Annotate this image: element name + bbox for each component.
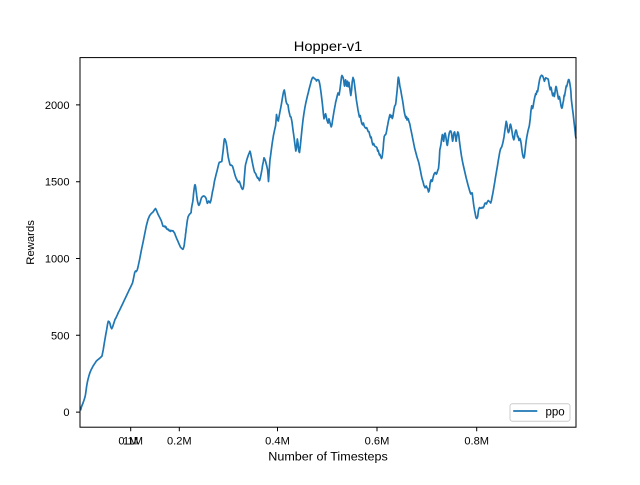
svg-text:1000: 1000 <box>45 254 70 266</box>
svg-text:0.4M: 0.4M <box>265 435 290 447</box>
svg-text:2000: 2000 <box>45 100 70 112</box>
svg-text:Hopper-v1: Hopper-v1 <box>294 39 363 55</box>
svg-text:1500: 1500 <box>45 177 70 189</box>
svg-text:0: 0 <box>63 407 69 419</box>
svg-text:Number of Timesteps: Number of Timesteps <box>268 449 388 463</box>
svg-text:500: 500 <box>51 330 70 342</box>
svg-text:0.6M: 0.6M <box>365 435 390 447</box>
svg-text:0.2M: 0.2M <box>167 435 192 447</box>
svg-text:0.1M: 0.1M <box>118 435 143 447</box>
svg-text:0.8M: 0.8M <box>464 435 489 447</box>
svg-text:1M: 1M <box>123 435 138 447</box>
svg-text:ppo: ppo <box>546 407 565 419</box>
svg-text:Rewards: Rewards <box>25 220 37 265</box>
